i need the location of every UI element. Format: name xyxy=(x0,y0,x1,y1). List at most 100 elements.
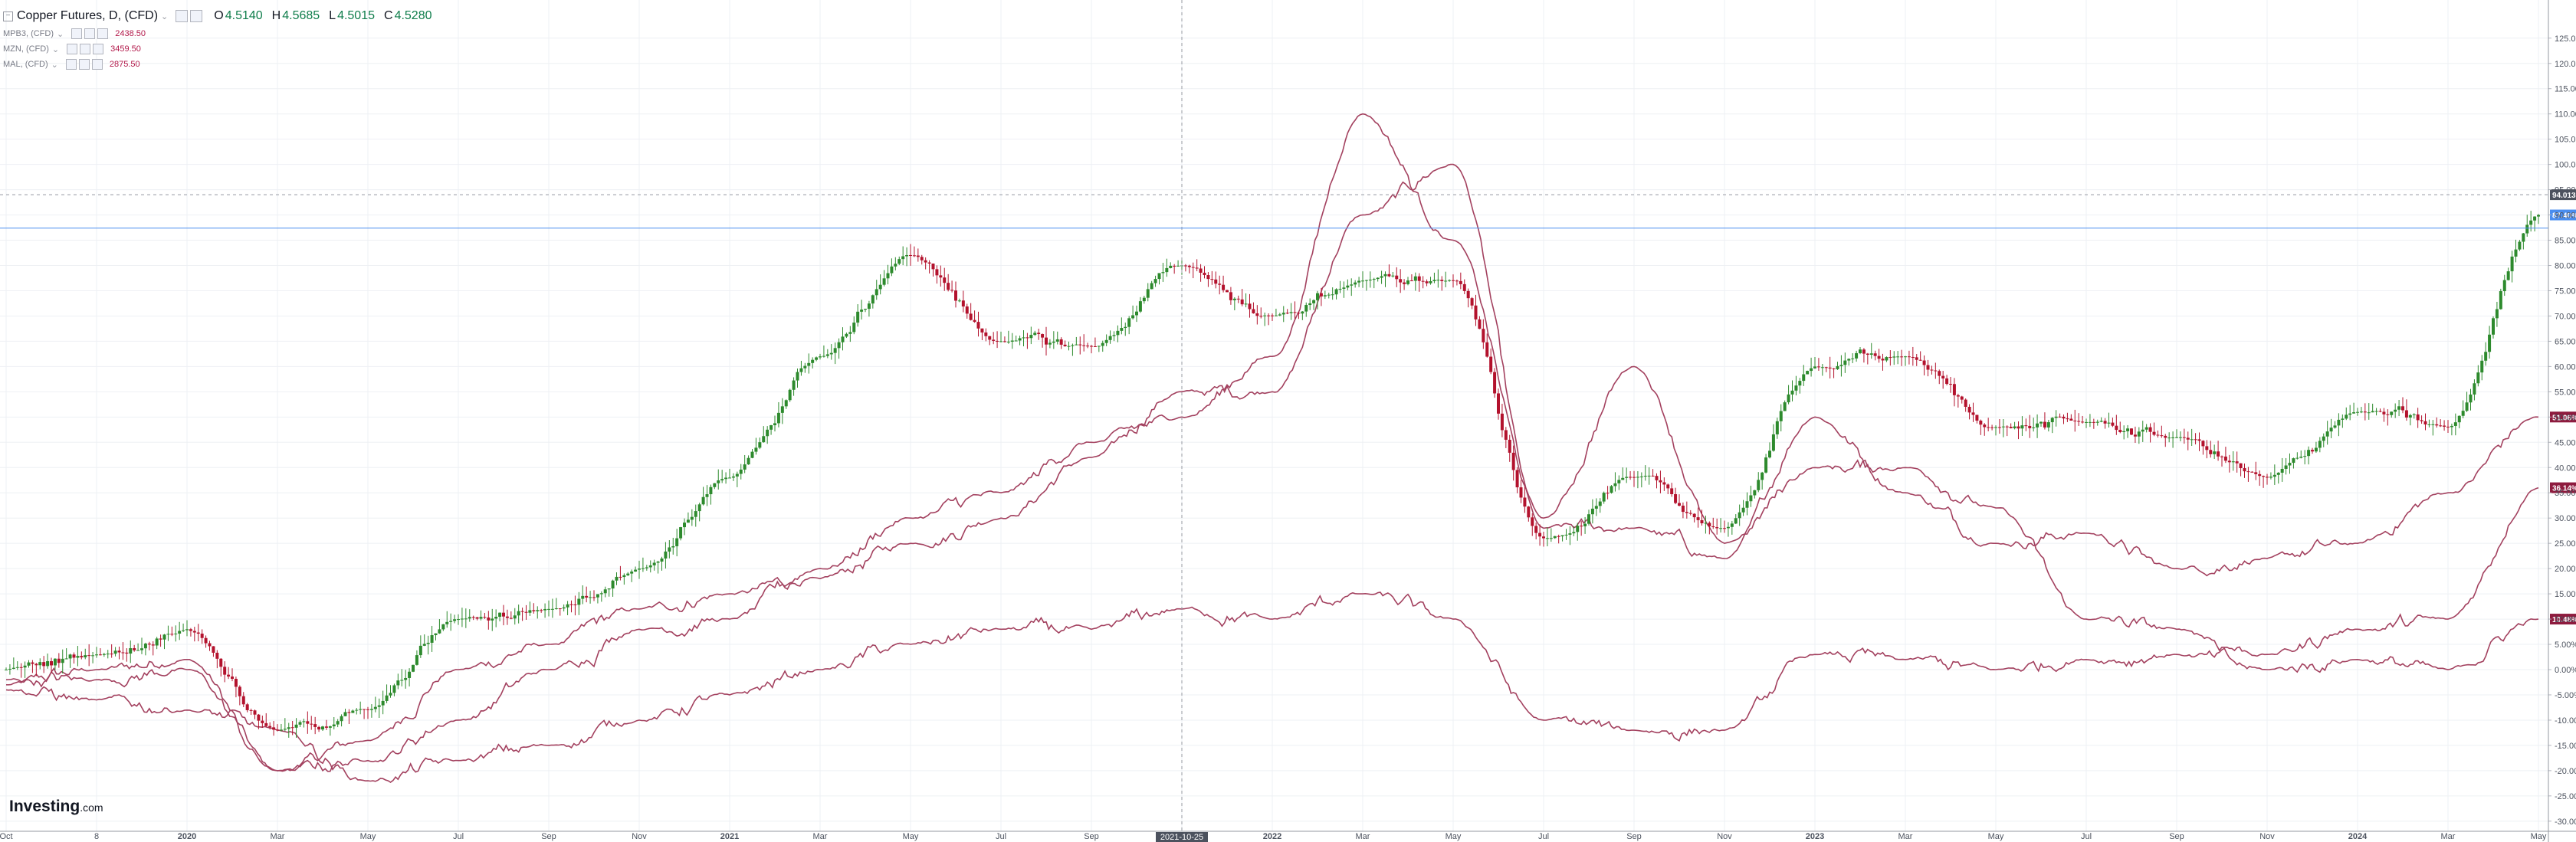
remove-button[interactable] xyxy=(97,28,109,39)
series-last-value-badge xyxy=(2550,614,2576,625)
candle xyxy=(1417,276,1421,281)
overlay-label[interactable]: MAL, (CFD) xyxy=(3,60,48,69)
candle xyxy=(1900,356,1904,358)
visibility-toggle-button[interactable] xyxy=(65,59,77,70)
settings-button[interactable] xyxy=(84,28,96,39)
candle xyxy=(2141,429,2144,432)
candle xyxy=(573,604,577,606)
candle xyxy=(2050,418,2054,423)
candle xyxy=(2341,418,2345,420)
candle xyxy=(976,322,980,329)
candle xyxy=(151,644,155,646)
candle xyxy=(1787,394,1790,403)
candle xyxy=(517,611,520,616)
collapse-legend-icon[interactable]: − xyxy=(3,11,13,21)
candle xyxy=(2469,394,2473,403)
candle xyxy=(1116,330,1120,336)
chevron-down-icon[interactable]: ⌄ xyxy=(161,11,169,21)
y-tick-label: 55.00% xyxy=(2555,388,2576,397)
candle xyxy=(743,464,747,470)
overlay-label[interactable]: MZN, (CFD) xyxy=(3,44,49,54)
remove-button[interactable] xyxy=(93,44,104,54)
candle xyxy=(1497,393,1500,414)
candle xyxy=(121,652,125,654)
candle xyxy=(453,619,457,621)
candle xyxy=(860,310,864,312)
series-last-value-badge xyxy=(2550,482,2576,493)
candle xyxy=(1376,277,1380,280)
x-tick-label: May xyxy=(2531,832,2547,841)
candle xyxy=(1761,472,1764,480)
candle xyxy=(1647,475,1651,477)
candle xyxy=(294,724,298,728)
candle xyxy=(2337,419,2341,426)
candle xyxy=(1485,342,1489,357)
candle xyxy=(2314,447,2318,452)
candle xyxy=(1771,434,1775,451)
candle xyxy=(878,284,882,290)
settings-button[interactable] xyxy=(80,44,91,54)
candle xyxy=(2420,420,2423,421)
candle xyxy=(340,716,343,722)
remove-button[interactable] xyxy=(91,59,103,70)
candle xyxy=(2081,421,2085,423)
chevron-down-icon[interactable]: ⌄ xyxy=(57,29,64,39)
candle xyxy=(2423,421,2427,425)
candle xyxy=(1568,533,1572,535)
candle xyxy=(1429,280,1432,283)
candle xyxy=(1161,272,1165,274)
visibility-toggle-button[interactable] xyxy=(71,28,83,39)
candle xyxy=(2431,424,2435,425)
candle xyxy=(547,608,550,610)
candle xyxy=(310,723,313,725)
candle xyxy=(317,726,321,730)
candle xyxy=(920,257,924,260)
candle xyxy=(2457,415,2461,423)
x-tick-label: May xyxy=(1446,832,1462,841)
candle xyxy=(784,400,788,407)
candle xyxy=(2288,463,2292,466)
candle xyxy=(852,323,856,333)
candle xyxy=(675,538,679,546)
candle xyxy=(336,721,340,725)
settings-button[interactable] xyxy=(190,10,203,22)
candle xyxy=(1323,295,1327,297)
candle xyxy=(2160,435,2164,437)
candle xyxy=(238,686,241,696)
visibility-toggle-button[interactable] xyxy=(176,10,189,22)
candle xyxy=(770,425,773,430)
candle xyxy=(1308,303,1312,306)
candle xyxy=(2036,423,2039,428)
candle xyxy=(1301,311,1304,314)
ohlc-high-key: H xyxy=(271,9,281,22)
candle xyxy=(245,704,249,710)
candle xyxy=(1708,523,1711,527)
candle xyxy=(2348,413,2352,415)
candle xyxy=(2178,437,2182,438)
candle xyxy=(23,665,27,668)
candle xyxy=(1448,280,1452,281)
candle xyxy=(1406,280,1409,284)
candle xyxy=(1700,519,1704,524)
candle xyxy=(502,612,505,617)
chevron-down-icon[interactable]: ⌄ xyxy=(51,44,60,54)
settings-button[interactable] xyxy=(78,59,90,70)
candle xyxy=(1466,290,1470,299)
chevron-down-icon[interactable]: ⌄ xyxy=(51,60,58,70)
candle xyxy=(434,633,438,636)
candle xyxy=(38,662,42,666)
candle xyxy=(739,469,743,474)
x-tick-label: Jul xyxy=(1538,832,1549,841)
candle xyxy=(204,637,208,644)
candle xyxy=(630,571,634,574)
overlay-label[interactable]: MPB3, (CFD) xyxy=(3,29,54,38)
main-symbol-label[interactable]: Copper Futures, D, (CFD) xyxy=(17,9,159,22)
candle xyxy=(2013,426,2016,428)
candle xyxy=(1753,490,1757,496)
visibility-toggle-button[interactable] xyxy=(67,44,78,54)
candle xyxy=(1564,534,1568,536)
candle xyxy=(1960,396,1964,400)
